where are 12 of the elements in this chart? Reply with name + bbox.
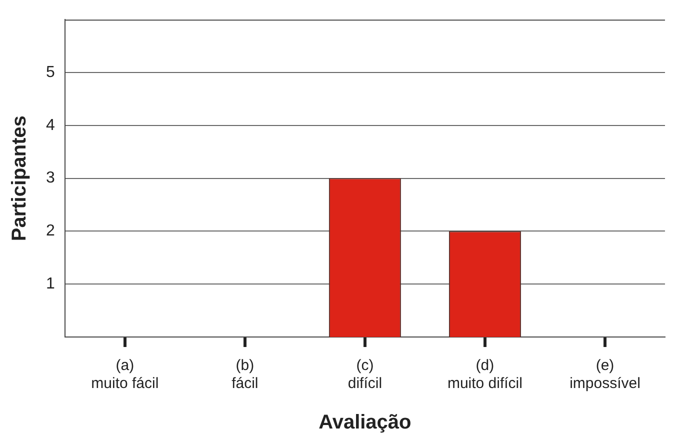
x-tick-label: (a) muito fácil <box>91 357 159 392</box>
x-tick-label: (b) fácil <box>232 357 258 392</box>
y-tick-label: 5 <box>46 64 55 81</box>
y-tick-label: 3 <box>46 170 55 187</box>
y-axis-title: Participantes <box>8 115 31 242</box>
x-tick-label: (e) impossível <box>570 357 640 392</box>
x-tick-label: (c) difícil <box>348 357 382 392</box>
y-tick-label: 2 <box>46 222 55 240</box>
y-tick-label: 4 <box>46 116 55 134</box>
y-tick-label: 1 <box>46 276 55 293</box>
x-axis-title: Avaliação <box>318 412 412 434</box>
x-tick-label: (d) muito difícil <box>447 357 522 392</box>
